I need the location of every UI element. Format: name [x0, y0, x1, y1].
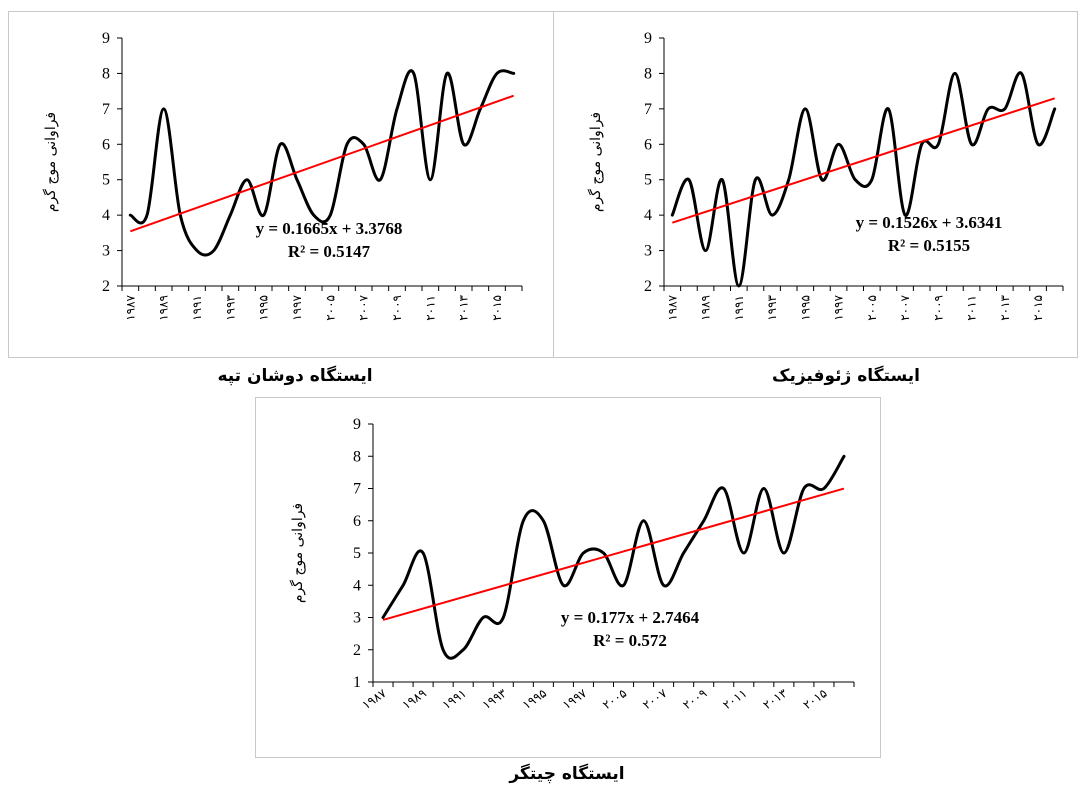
x-tick-label: ۲۰۰۷ — [898, 294, 912, 320]
x-tick-label: ۲۰۰۷ — [640, 686, 670, 713]
x-tick-label: ۲۰۰۵ — [323, 295, 337, 321]
chart-svg: 2 3 4 5 6 7 8 9 ۱۹۸۷ ۱۹۸۹ ۱۹۹۱ ۱۹۹۳ ۱۹۹۵ ۱۹۹۷ ۲۰۰۵ ۲۰۰۷… — [587, 30, 1064, 321]
y-tick-label: 8 — [102, 65, 110, 82]
x-tick-label: ۱۹۸۹ — [400, 686, 429, 712]
x-tick-label: ۲۰۰۹ — [390, 295, 404, 321]
x-tick-label: ۱۹۸۹ — [699, 295, 713, 321]
x-tick-label: ۱۹۹۱ — [440, 686, 469, 712]
x-tick-label: ۲۰۱۵ — [490, 295, 504, 321]
x-tick-label: ۲۰۰۹ — [680, 686, 709, 712]
y-tick-label: 6 — [102, 136, 110, 153]
x-tick-label: ۱۹۸۷ — [360, 686, 390, 713]
trend-equation: y = 0.1526x + 3.6341 — [856, 213, 1003, 232]
chart-panel-doshan-tappeh: 2 3 4 5 6 7 8 9 ۱۹۸۷ ۱۹۸۹ ۱۹۹۱ ۱۹۹۳ ۱۹۹۵ ۱۹۹۷ ۲۰۰۵ ۲۰۰۷… — [8, 11, 554, 358]
x-tick-label: ۲۰۱۱ — [965, 295, 979, 321]
x-tick-label: ۲۰۱۳ — [998, 294, 1012, 320]
x-tick-label: ۱۹۹۷ — [290, 294, 304, 320]
x-tick-label: ۱۹۹۵ — [798, 295, 812, 321]
y-tick-label: 5 — [644, 172, 652, 189]
x-tick-label: ۱۹۹۷ — [560, 686, 590, 713]
series-line-heat-wave-frequency — [670, 71, 1057, 288]
y-tick-label: 9 — [644, 30, 652, 47]
x-tick-label: ۱۹۸۷ — [123, 294, 137, 320]
y-tick-label: 7 — [644, 101, 652, 118]
x-tick-label: ۱۹۹۱ — [190, 295, 204, 321]
y-tick-label: 6 — [353, 513, 361, 530]
x-tick-label: ۲۰۱۵ — [801, 686, 830, 712]
trend-line — [672, 97, 1055, 224]
series-line-heat-wave-frequency — [381, 454, 846, 660]
station-title-doshan-tappeh: ایستگاه دوشان تپه — [217, 366, 373, 386]
y-tick-label: 3 — [644, 243, 652, 260]
x-tick-label: ۱۹۹۵ — [520, 686, 549, 712]
y-tick-label: 4 — [353, 577, 361, 594]
y-tick-label: 3 — [353, 610, 361, 627]
y-tick-label: 7 — [353, 481, 361, 498]
trend-r-squared: R² = 0.572 — [593, 631, 667, 650]
trend-r-squared: R² = 0.5155 — [888, 236, 970, 255]
trend-line — [129, 94, 515, 233]
x-tick-label: ۱۹۸۷ — [665, 294, 679, 320]
y-tick-label: 4 — [644, 207, 652, 224]
y-tick-label: 1 — [353, 674, 361, 691]
station-title-geophysics: ایستگاه ژئوفیزیک — [772, 366, 920, 386]
y-tick-label: 3 — [102, 243, 110, 260]
x-tick-label: ۲۰۱۱ — [720, 686, 749, 712]
station-title-chitgar: ایستگاه چیتگر — [509, 764, 625, 784]
y-axis-label: فراوانی موج گرم — [289, 503, 306, 603]
y-tick-label: 7 — [102, 101, 110, 118]
chart-panel-geophysics: 2 3 4 5 6 7 8 9 ۱۹۸۷ ۱۹۸۹ ۱۹۹۱ ۱۹۹۳ ۱۹۹۵ ۱۹۹۷ ۲۰۰۵ ۲۰۰۷… — [553, 11, 1078, 358]
trend-r-squared: R² = 0.5147 — [288, 242, 371, 261]
y-tick-label: 6 — [644, 136, 652, 153]
y-tick-label: 9 — [353, 416, 361, 433]
chart-panel-chitgar: 1 2 3 4 5 6 7 8 9 ۱۹۸۷ ۱۹۸۹ ۱۹۹۱ ۱۹۹۳ ۱۹۹۵ ۱۹۹۷ ۲۰۰۵ ۲۰۰… — [255, 397, 881, 758]
x-tick-label: ۱۹۹۵ — [257, 295, 271, 321]
x-tick-label: ۱۹۹۱ — [732, 295, 746, 321]
trend-equation: y = 0.1665x + 3.3768 — [256, 219, 403, 238]
x-tick-label: ۲۰۰۷ — [357, 294, 371, 320]
y-axis-label: فراوانی موج گرم — [587, 112, 604, 212]
x-tick-label: ۱۹۹۳ — [765, 294, 779, 320]
y-tick-label: 8 — [644, 65, 652, 82]
y-tick-label: 5 — [102, 172, 110, 189]
x-tick-label: ۱۹۸۹ — [157, 295, 171, 321]
x-tick-label: ۱۹۹۳ — [223, 294, 237, 320]
x-tick-label: ۲۰۰۹ — [931, 295, 945, 321]
y-tick-label: 9 — [102, 30, 110, 47]
x-tick-label: ۲۰۱۳ — [760, 686, 790, 713]
y-tick-label: 8 — [353, 448, 361, 465]
chart-svg: 1 2 3 4 5 6 7 8 9 ۱۹۸۷ ۱۹۸۹ ۱۹۹۱ ۱۹۹۳ ۱۹۹۵ ۱۹۹۷ ۲۰۰۵ ۲۰۰… — [289, 416, 855, 713]
x-tick-label: ۲۰۱۳ — [457, 294, 471, 320]
y-tick-label: 2 — [644, 278, 652, 295]
x-tick-label: ۲۰۰۵ — [600, 686, 629, 712]
trend-line — [382, 487, 845, 621]
x-tick-label: ۱۹۹۳ — [480, 686, 510, 713]
x-tick-label: ۲۰۱۵ — [1031, 295, 1045, 321]
chart-svg: 2 3 4 5 6 7 8 9 ۱۹۸۷ ۱۹۸۹ ۱۹۹۱ ۱۹۹۳ ۱۹۹۵ ۱۹۹۷ ۲۰۰۵ ۲۰۰۷… — [42, 30, 523, 321]
x-tick-label: ۲۰۱۱ — [423, 295, 437, 321]
series-line-heat-wave-frequency — [128, 69, 516, 257]
x-tick-label: ۱۹۹۷ — [832, 294, 846, 320]
y-tick-label: 4 — [102, 207, 110, 224]
y-tick-label: 2 — [102, 278, 110, 295]
y-tick-label: 2 — [353, 642, 361, 659]
x-tick-label: ۲۰۰۵ — [865, 295, 879, 321]
trend-equation: y = 0.177x + 2.7464 — [561, 608, 700, 627]
y-tick-label: 5 — [353, 545, 361, 562]
y-axis-label: فراوانی موج گرم — [42, 112, 59, 212]
